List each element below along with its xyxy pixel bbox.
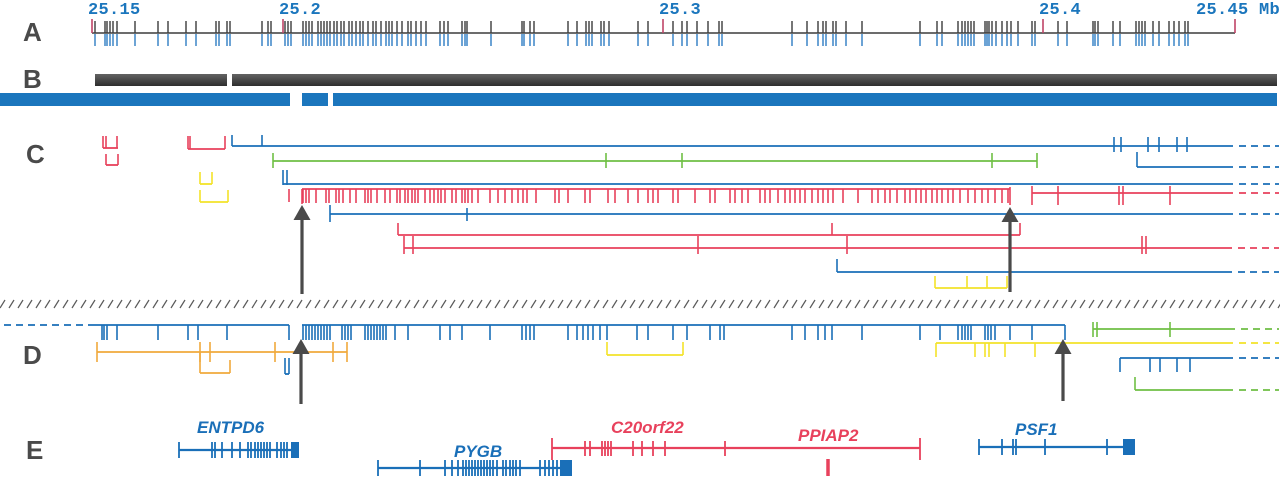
gene-c20orf22 — [551, 438, 921, 460]
c-red-fragment-2 — [105, 154, 119, 166]
c-blue-transcript-4 — [836, 259, 1279, 273]
c-yellow-bracket-1 — [199, 172, 213, 185]
ruler-track — [91, 19, 1236, 46]
gene-psf1 — [978, 439, 1135, 455]
c-blue-transcript-right — [1136, 152, 1279, 168]
contig-bars — [0, 74, 1277, 106]
c-yellow-bracket-3 — [934, 276, 1008, 289]
d-yellow-transcript — [935, 342, 1279, 357]
c-red-transcript-1 — [301, 187, 1011, 205]
d-blue-fragment — [284, 358, 290, 375]
d-orange-bracket — [199, 352, 231, 374]
gene-end-box — [560, 460, 572, 476]
c-red-bracket — [187, 136, 226, 150]
c-red-transcript-2 — [1031, 186, 1279, 205]
d-green-transcript-2 — [1134, 377, 1279, 391]
blue-contig-bar — [0, 93, 290, 106]
d-arrow-left — [292, 339, 310, 404]
c-blue-transcript-1 — [231, 135, 1279, 152]
d-green-transcript-1 — [1092, 322, 1279, 337]
c-red-fragment-1 — [102, 136, 118, 149]
c-red-transcript-3 — [397, 223, 1021, 236]
gray-contig-bar — [232, 74, 1277, 86]
c-red-transcript-4 — [403, 236, 1279, 254]
d-blue-main-left — [4, 324, 290, 340]
gene-end-box — [1123, 439, 1135, 455]
c-blue-transcript-2 — [282, 170, 1279, 185]
d-yellow-bracket — [606, 342, 684, 356]
hatched-separator — [0, 299, 1280, 309]
c-green-transcript — [272, 153, 1038, 168]
gene-pygb — [377, 460, 572, 476]
c-blue-transcript-3 — [329, 205, 1279, 222]
gene-entpd6 — [178, 442, 299, 458]
c-yellow-bracket-2 — [199, 190, 229, 203]
c-arrow-left — [293, 205, 311, 294]
gene-end-box — [291, 442, 299, 458]
blue-contig-bar — [333, 93, 1277, 106]
d-blue-transcript-2 — [1119, 357, 1279, 372]
d-blue-main-right — [302, 324, 1066, 340]
gray-contig-bar — [95, 74, 227, 86]
c-arrow-right — [1001, 207, 1019, 292]
blue-contig-bar — [302, 93, 328, 106]
d-arrow-right — [1054, 339, 1072, 401]
d-orange-transcript — [96, 342, 348, 362]
